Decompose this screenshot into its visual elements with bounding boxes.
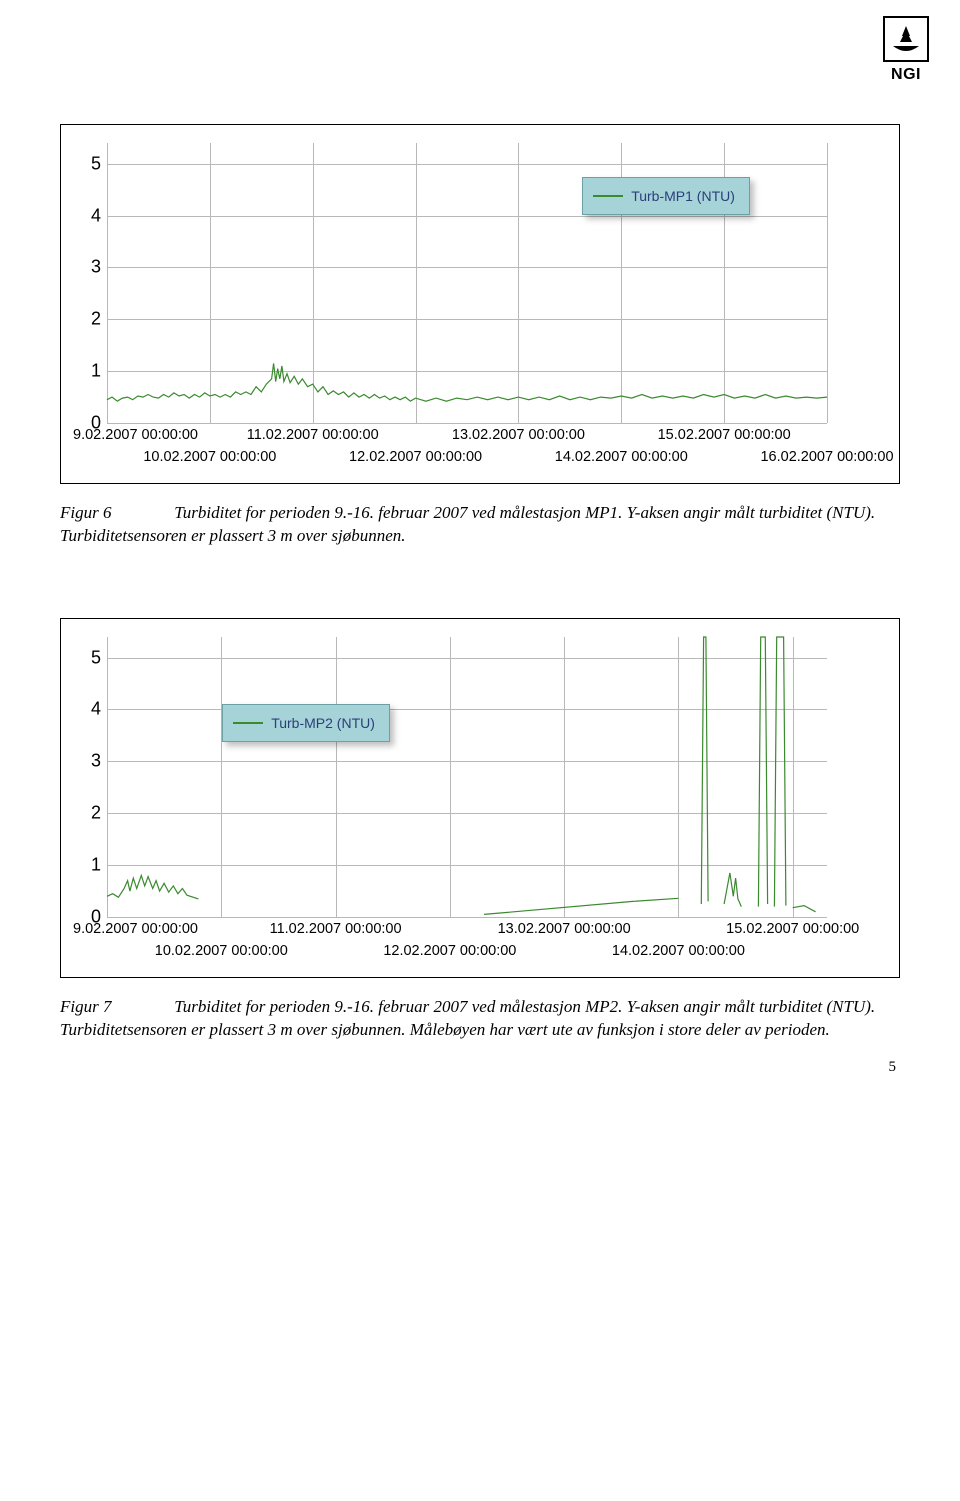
- xtick-label: 9.02.2007 00:00:00: [73, 427, 198, 443]
- xtick-label: 9.02.2007 00:00:00: [73, 921, 198, 937]
- ytick-label: 3: [71, 751, 101, 772]
- logo-icon: [883, 16, 929, 62]
- gridline-v: [827, 143, 828, 423]
- plot-area: Turb-MP1 (NTU): [107, 143, 827, 424]
- page: NGI Turb-MP1 (NTU)0123459.02.2007 00:00:…: [0, 0, 960, 1082]
- page-number: 5: [889, 1059, 897, 1076]
- xtick-label: 15.02.2007 00:00:00: [726, 921, 859, 937]
- xtick-label: 13.02.2007 00:00:00: [452, 427, 585, 443]
- legend-label: Turb-MP2 (NTU): [271, 715, 375, 731]
- xtick-label: 13.02.2007 00:00:00: [498, 921, 631, 937]
- xtick-label: 12.02.2007 00:00:00: [383, 943, 516, 959]
- legend: Turb-MP2 (NTU): [222, 704, 390, 742]
- ytick-label: 2: [71, 803, 101, 824]
- ytick-label: 5: [71, 153, 101, 174]
- xtick-label: 11.02.2007 00:00:00: [247, 427, 379, 443]
- legend: Turb-MP1 (NTU): [582, 177, 750, 215]
- xtick-row2: 10.02.2007 00:00:00 12.02.2007 00:00:00 14…: [107, 449, 827, 471]
- chart2-frame: Turb-MP2 (NTU)0123459.02.2007 00:00:0011…: [60, 618, 900, 978]
- ytick-label: 4: [71, 699, 101, 720]
- figure6-label: Figur 6: [60, 502, 170, 525]
- ytick-label: 3: [71, 257, 101, 278]
- figure6-text: Turbiditet for perioden 9.-16. februar 2…: [60, 503, 875, 545]
- xtick-label: 15.02.2007 00:00:00: [658, 427, 791, 443]
- figure7-text: Turbiditet for perioden 9.-16. februar 2…: [60, 997, 875, 1039]
- ytick-label: 2: [71, 309, 101, 330]
- xtick-row1: 9.02.2007 00:00:0011.02.2007 00:00:0013.…: [107, 427, 827, 449]
- legend-line-icon: [593, 195, 623, 197]
- legend-line-icon: [233, 722, 263, 724]
- chart2: Turb-MP2 (NTU)0123459.02.2007 00:00:0011…: [71, 637, 827, 967]
- xtick-label: 14.02.2007 00:00:00: [612, 943, 745, 959]
- figure7-caption: Figur 7 Turbiditet for perioden 9.-16. f…: [60, 996, 900, 1042]
- logo-text: NGI: [880, 66, 932, 84]
- xtick-label: 16.02.2007 00:00:00: [760, 449, 893, 465]
- ytick-label: 4: [71, 205, 101, 226]
- figure7-label: Figur 7: [60, 996, 170, 1019]
- chart1: Turb-MP1 (NTU)0123459.02.2007 00:00:0011…: [71, 143, 827, 473]
- xtick-label: 11.02.2007 00:00:00: [270, 921, 402, 937]
- xtick-row2: 10.02.2007 00:00:00 12.02.2007 00:00:00 14…: [107, 943, 827, 965]
- xtick-label: 10.02.2007 00:00:00: [155, 943, 288, 959]
- gridline-h: [107, 423, 827, 424]
- xtick-label: 14.02.2007 00:00:00: [555, 449, 688, 465]
- xtick-label: 12.02.2007 00:00:00: [349, 449, 482, 465]
- gridline-h: [107, 917, 827, 918]
- ytick-label: 1: [71, 855, 101, 876]
- logo: NGI: [880, 16, 932, 84]
- xtick-row1: 9.02.2007 00:00:0011.02.2007 00:00:0013.…: [107, 921, 827, 943]
- ytick-label: 5: [71, 647, 101, 668]
- chart1-frame: Turb-MP1 (NTU)0123459.02.2007 00:00:0011…: [60, 124, 900, 484]
- ytick-label: 1: [71, 361, 101, 382]
- plot-area: Turb-MP2 (NTU): [107, 637, 827, 918]
- legend-label: Turb-MP1 (NTU): [631, 188, 735, 204]
- series-line: [107, 637, 827, 917]
- xtick-label: 10.02.2007 00:00:00: [143, 449, 276, 465]
- figure6-caption: Figur 6 Turbiditet for perioden 9.-16. f…: [60, 502, 900, 548]
